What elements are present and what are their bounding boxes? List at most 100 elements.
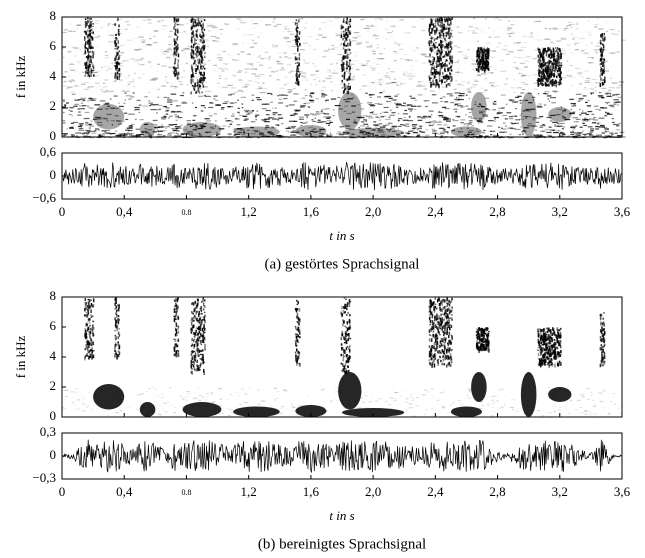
- noise-speck: [413, 132, 418, 133]
- noise-speck: [221, 109, 224, 110]
- noise-speck: [405, 409, 408, 410]
- noise-speck: [390, 71, 395, 72]
- noise-speck: [236, 406, 237, 407]
- noise-speck: [231, 103, 233, 104]
- noise-speck: [485, 18, 487, 19]
- energy: [433, 26, 435, 28]
- noise-speck: [333, 115, 335, 116]
- noise-speck: [315, 113, 320, 114]
- energy: [480, 66, 482, 70]
- noise-speck: [463, 19, 466, 20]
- noise-speck: [507, 128, 511, 129]
- energy: [432, 19, 434, 20]
- noise-speck: [106, 18, 108, 19]
- noise-speck: [78, 130, 84, 131]
- noise-speck: [420, 126, 421, 127]
- noise-speck: [124, 78, 129, 79]
- noise-speck: [316, 77, 320, 78]
- energy: [192, 53, 194, 55]
- noise-speck: [575, 389, 576, 390]
- energy: [343, 43, 345, 46]
- energy: [342, 87, 344, 88]
- noise-speck: [225, 78, 227, 79]
- noise-speck: [64, 135, 66, 136]
- noise-speck: [208, 107, 213, 108]
- energy: [201, 39, 203, 41]
- noise-speck: [293, 91, 294, 92]
- noise-speck: [607, 96, 611, 97]
- noise-speck: [185, 18, 187, 19]
- energy: [448, 44, 450, 46]
- energy: [92, 23, 94, 24]
- noise-speck: [231, 411, 233, 412]
- energy: [601, 63, 603, 65]
- noise-speck: [90, 100, 96, 101]
- noise-speck: [333, 85, 337, 86]
- noise-speck: [595, 122, 596, 123]
- noise-speck: [387, 32, 392, 33]
- noise-speck: [186, 400, 188, 401]
- noise-speck: [592, 89, 596, 90]
- noise-speck: [574, 390, 575, 391]
- noise-speck: [244, 402, 248, 403]
- noise-speck: [488, 120, 494, 121]
- noise-speck: [94, 104, 100, 105]
- noise-speck: [413, 50, 417, 51]
- noise-speck: [517, 87, 522, 88]
- noise-speck: [144, 41, 145, 42]
- noise-speck: [321, 93, 325, 94]
- noise-speck: [382, 112, 384, 113]
- noise-speck: [192, 399, 195, 400]
- noise-speck: [66, 128, 67, 129]
- noise-speck: [454, 46, 458, 47]
- noise-speck: [496, 85, 499, 86]
- noise-speck: [272, 45, 274, 46]
- noise-speck: [584, 70, 590, 71]
- noise-speck: [583, 410, 587, 411]
- energy: [173, 51, 175, 54]
- noise-speck: [235, 387, 237, 388]
- noise-speck: [340, 126, 344, 127]
- noise-speck: [258, 389, 260, 390]
- noise-speck: [231, 115, 235, 116]
- noise-speck: [238, 79, 242, 80]
- energy: [435, 69, 437, 70]
- noise-speck: [154, 49, 159, 50]
- energy: [177, 36, 179, 38]
- noise-speck: [398, 126, 402, 127]
- energy: [195, 64, 197, 66]
- noise-speck: [538, 93, 539, 94]
- noise-speck: [299, 119, 304, 120]
- noise-speck: [604, 388, 606, 389]
- noise-speck: [412, 398, 415, 399]
- energy: [435, 77, 437, 78]
- energy: [540, 53, 542, 56]
- noise-speck: [535, 135, 540, 136]
- noise-speck: [550, 97, 556, 98]
- noise-speck: [244, 394, 247, 395]
- noise-speck: [315, 84, 317, 85]
- energy: [200, 24, 202, 27]
- noise-speck: [403, 103, 406, 104]
- energy: [435, 38, 437, 40]
- noise-speck: [82, 410, 86, 411]
- noise-speck: [502, 72, 505, 73]
- energy: [446, 17, 448, 20]
- energy: [448, 77, 450, 79]
- noise-speck: [467, 395, 468, 396]
- noise-speck: [124, 76, 129, 77]
- energy: [195, 60, 197, 63]
- noise-speck: [505, 83, 508, 84]
- noise-speck: [519, 134, 521, 135]
- noise-speck: [332, 73, 338, 74]
- noise-speck: [584, 414, 588, 415]
- energy: [119, 77, 121, 80]
- noise-speck: [547, 95, 551, 96]
- noise-speck: [74, 394, 78, 395]
- noise-speck: [418, 94, 423, 95]
- noise-speck: [468, 26, 473, 27]
- noise-speck: [262, 388, 264, 389]
- energy: [196, 85, 198, 86]
- noise-speck: [501, 94, 506, 95]
- noise-speck: [294, 101, 298, 102]
